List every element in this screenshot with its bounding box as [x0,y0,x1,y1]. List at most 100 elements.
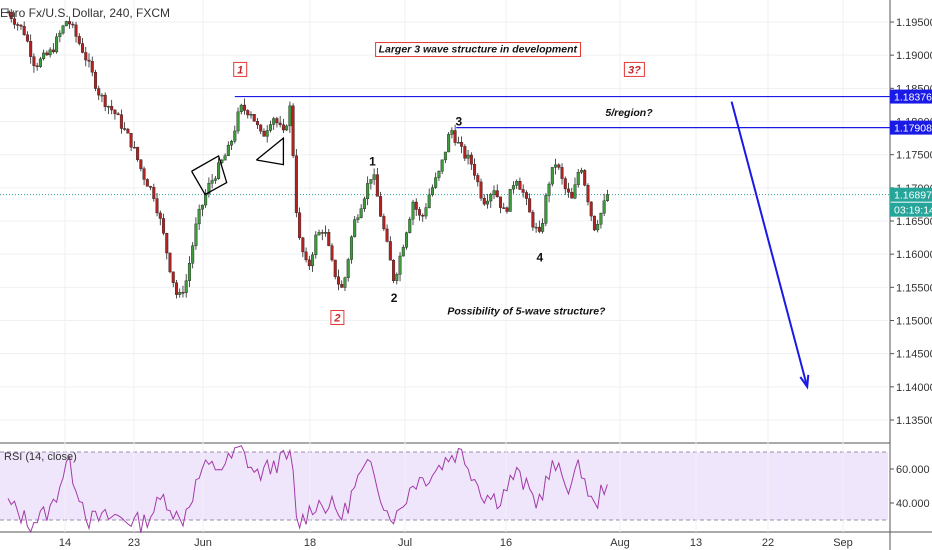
candle-body [356,217,360,220]
candle-body [255,121,259,126]
candle-body [349,236,353,260]
candle-body [304,251,308,261]
candle-body [388,241,392,261]
candle-body [375,174,379,197]
candle-body [443,151,447,161]
candle-body [353,219,357,238]
candle-body [116,113,120,116]
candle-body [145,179,149,187]
candle-body [301,237,305,253]
candle-body [178,292,182,295]
candle-body [463,146,467,159]
candle-body [567,188,571,193]
candle-body [495,190,499,198]
candle-body [243,104,247,111]
candle-body [19,24,23,27]
candle-body [191,245,195,264]
candle-body [236,111,240,132]
time-tick-label: 18 [304,537,316,549]
candle-body [379,196,383,217]
candle-body [528,198,532,213]
time-tick-label: 13 [690,537,702,549]
candle-body [265,130,269,137]
candle-body [333,259,337,277]
candle-body [586,185,590,203]
annotation-box [375,42,581,58]
candle-body [103,94,107,108]
candle-body [434,177,438,188]
candle-body [149,186,153,188]
triangle-drawing[interactable] [191,155,228,196]
candle-body [288,105,292,127]
time-tick-label: 22 [762,537,774,549]
wedge-drawing[interactable] [255,136,285,166]
candle-body [152,186,156,199]
candle-body [298,212,302,239]
candle-body [158,212,162,219]
candle-body [25,34,29,42]
candle-body [537,226,541,232]
candle-body [466,154,470,159]
candle-body [362,198,366,209]
candle-body [489,194,493,202]
candle-body [285,125,289,131]
candle-body [473,164,477,176]
rsi-title: RSI (14, close) [4,451,77,463]
candle-body [187,263,191,281]
candle-body [492,190,496,195]
candle-body [100,94,104,97]
wave-label: 4 [537,250,544,264]
candle-body [139,159,143,169]
candle-body [327,232,331,246]
candle-body [563,178,567,190]
candle-body [570,192,574,199]
candle-body [51,49,55,53]
candle-body [223,155,227,161]
candle-body [576,172,580,185]
candle-body [440,159,444,172]
candle-body [22,26,26,35]
projection-arrow-shaft[interactable] [730,101,809,388]
price-tick-label: 1.15000 [896,316,932,328]
candle-body [544,195,548,224]
candle-body [317,232,321,236]
wave-label: 3? [628,64,641,76]
candle-body [68,21,72,25]
candle-body [77,36,81,44]
last-price-tag [890,187,932,202]
candle-body [547,183,551,196]
candle-body [479,181,483,199]
candle-body [132,146,136,149]
candle-body [311,254,315,267]
candle-body [486,200,490,205]
candle-body [460,142,464,147]
candle-body [385,228,389,242]
candle-body [249,113,253,116]
candle-body [42,52,46,60]
candle-body [336,276,340,285]
candle-body [424,207,428,217]
candle-body [430,187,434,196]
candle-body [262,130,266,137]
rsi-tick-label: 60.000 [896,464,930,476]
candle-body [307,259,311,267]
candle-body [32,56,36,67]
candle-body [524,192,528,199]
candle-body [372,174,376,180]
candle-body [346,259,350,278]
time-tick-label: Jul [398,537,412,549]
wave-label-box [233,61,248,77]
candle-body [239,104,243,113]
candle-body [330,245,334,261]
candle-body [275,118,279,124]
horizontal-lines [0,95,890,196]
wave-label: 3 [456,115,463,129]
candle-body [456,142,460,144]
candle-body [16,24,20,26]
candle-body [136,146,140,160]
chart-annotation: Larger 3 wave structure in development [379,44,578,56]
candle-body [518,181,522,190]
price-tick-label: 1.13500 [896,415,932,427]
candle-body [181,292,185,294]
